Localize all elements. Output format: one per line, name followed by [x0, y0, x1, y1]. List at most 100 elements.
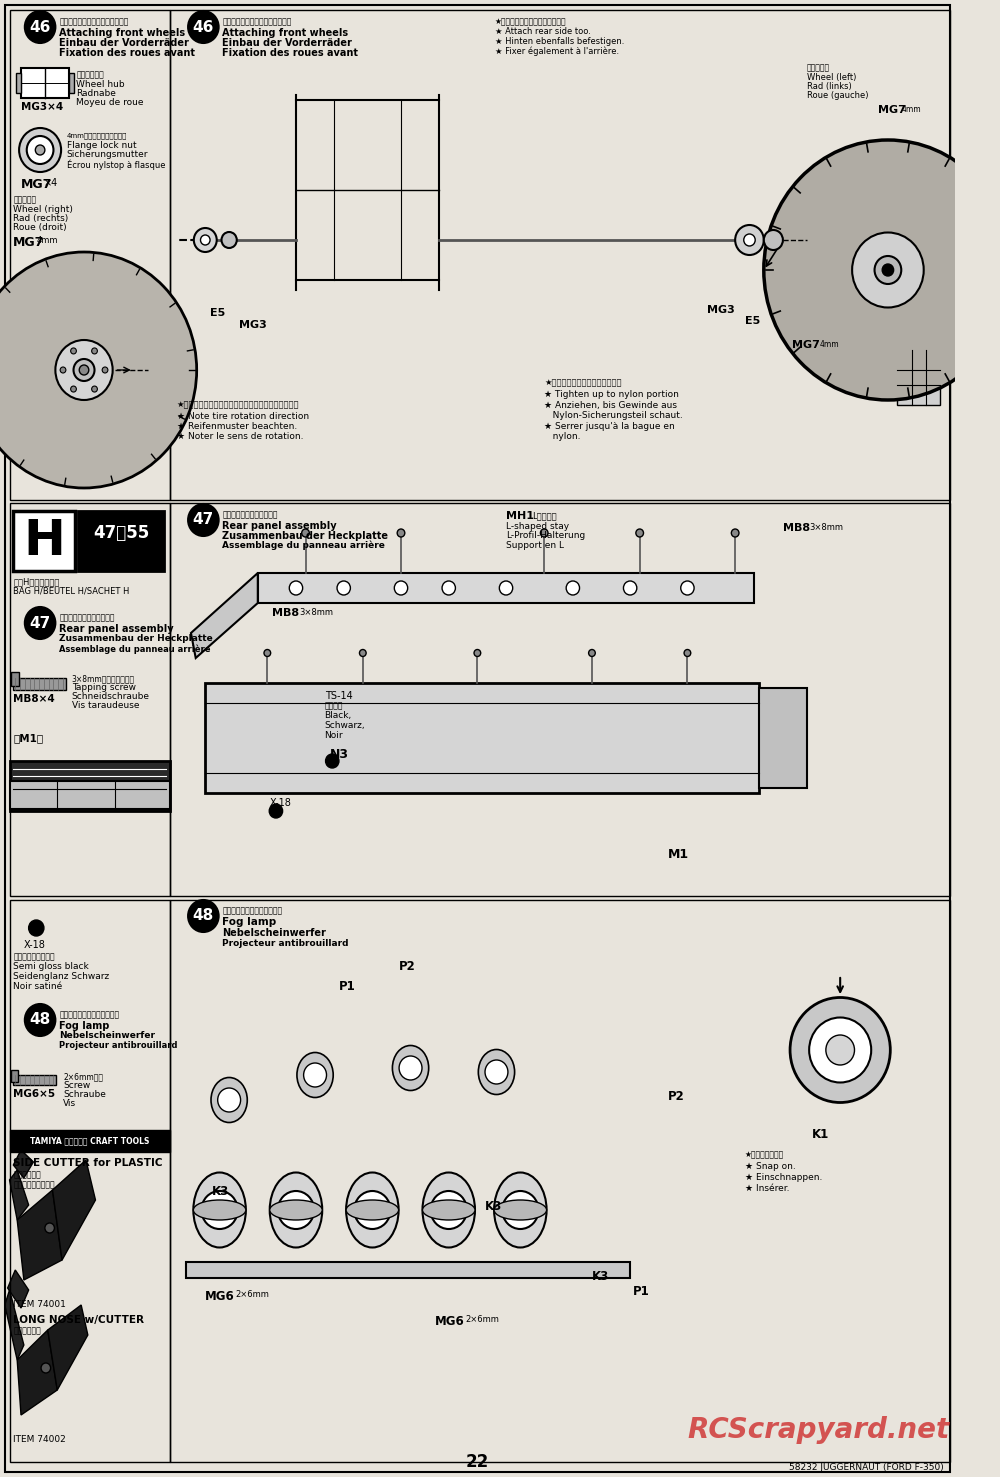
- Text: TAMIYA 正クラフト CRAFT TOOLS: TAMIYA 正クラフト CRAFT TOOLS: [30, 1136, 149, 1146]
- Circle shape: [359, 650, 366, 656]
- Text: Wheel (right): Wheel (right): [13, 205, 73, 214]
- Text: X-18: X-18: [24, 939, 46, 950]
- Bar: [21, 68, 69, 97]
- Bar: [16, 72, 21, 93]
- Text: Noir: Noir: [325, 731, 343, 740]
- Text: 〈リヤパネルのくみたて〉: 〈リヤパネルのくみたて〉: [222, 510, 278, 518]
- Text: ★ホイールの回転方向に注意してとりつけて下さい。: ★ホイールの回転方向に注意してとりつけて下さい。: [177, 400, 299, 409]
- Text: Rear panel assembly: Rear panel assembly: [59, 623, 174, 634]
- Text: セミクロスブラック: セミクロスブラック: [13, 953, 55, 962]
- Ellipse shape: [270, 1199, 322, 1220]
- Bar: [13, 511, 75, 572]
- Circle shape: [188, 504, 219, 536]
- Text: Fixation des roues avant: Fixation des roues avant: [59, 47, 195, 58]
- Bar: [10, 761, 170, 811]
- Text: Moyeu de roue: Moyeu de roue: [76, 97, 144, 106]
- Text: ★ Reifenmuster beachten.: ★ Reifenmuster beachten.: [177, 422, 297, 431]
- Text: ホイールハブ: ホイールハブ: [76, 69, 104, 78]
- Bar: [10, 504, 170, 897]
- Text: ITEM 74002: ITEM 74002: [13, 1436, 66, 1445]
- Circle shape: [45, 1223, 54, 1233]
- Polygon shape: [13, 1151, 33, 1179]
- Ellipse shape: [346, 1173, 399, 1248]
- Text: 47～55: 47～55: [93, 524, 149, 542]
- Circle shape: [188, 899, 219, 932]
- Text: L-shaped stay: L-shaped stay: [506, 521, 569, 532]
- Text: Schneidschraube: Schneidschraube: [72, 693, 150, 702]
- Text: MG7: MG7: [21, 179, 52, 191]
- Text: K3: K3: [485, 1199, 502, 1213]
- Text: SIDE CUTTER for PLASTIC: SIDE CUTTER for PLASTIC: [13, 1158, 163, 1168]
- Text: Black,: Black,: [325, 710, 352, 719]
- Ellipse shape: [297, 1053, 333, 1097]
- Text: Assemblage du panneau arrière: Assemblage du panneau arrière: [222, 541, 385, 551]
- Text: 3×8mm: 3×8mm: [810, 523, 844, 532]
- Ellipse shape: [623, 580, 637, 595]
- Circle shape: [222, 232, 237, 248]
- Circle shape: [60, 366, 66, 374]
- Text: Roue (droit): Roue (droit): [13, 223, 67, 232]
- Ellipse shape: [289, 580, 303, 595]
- Text: 2×6mm: 2×6mm: [236, 1289, 270, 1298]
- Text: MG6×5: MG6×5: [13, 1089, 55, 1099]
- Ellipse shape: [354, 1190, 390, 1229]
- Bar: [258, 573, 754, 603]
- Text: Assemblage du panneau arrière: Assemblage du panneau arrière: [59, 644, 211, 653]
- Circle shape: [731, 529, 739, 538]
- Text: MG3: MG3: [239, 321, 266, 329]
- Bar: [759, 688, 807, 789]
- Polygon shape: [17, 1190, 62, 1281]
- Ellipse shape: [270, 1173, 322, 1248]
- Circle shape: [29, 920, 44, 936]
- Text: P2: P2: [399, 960, 416, 973]
- Text: X-18: X-18: [269, 798, 291, 808]
- Bar: [13, 678, 66, 690]
- Ellipse shape: [399, 1056, 422, 1080]
- Bar: [11, 672, 19, 685]
- Text: ブラック: ブラック: [325, 702, 343, 710]
- Text: Zusammenbau der Heckplatte: Zusammenbau der Heckplatte: [222, 532, 388, 541]
- Circle shape: [200, 235, 210, 245]
- Text: Vis taraudeuse: Vis taraudeuse: [72, 702, 139, 710]
- Circle shape: [882, 264, 894, 276]
- Circle shape: [25, 607, 55, 640]
- Text: 46: 46: [193, 19, 214, 34]
- Text: nylon.: nylon.: [544, 431, 581, 442]
- Circle shape: [269, 803, 283, 818]
- Text: Fixation des roues avant: Fixation des roues avant: [222, 47, 358, 58]
- Text: ★ Hinten ebenfalls befestigen.: ★ Hinten ebenfalls befestigen.: [495, 37, 624, 46]
- Text: Rad (rechts): Rad (rechts): [13, 214, 69, 223]
- Bar: [186, 1261, 630, 1278]
- Text: MG7: MG7: [13, 236, 45, 250]
- Ellipse shape: [499, 580, 513, 595]
- Ellipse shape: [394, 580, 408, 595]
- Ellipse shape: [826, 1035, 855, 1065]
- Text: Projecteur antibrouillard: Projecteur antibrouillard: [222, 939, 349, 948]
- Text: ★ Noter le sens de rotation.: ★ Noter le sens de rotation.: [177, 431, 303, 442]
- Text: ×4: ×4: [44, 179, 58, 188]
- Circle shape: [71, 385, 76, 391]
- Circle shape: [79, 365, 89, 375]
- Polygon shape: [17, 1329, 57, 1415]
- Circle shape: [302, 529, 309, 538]
- Text: RCScrapyard.net: RCScrapyard.net: [687, 1416, 950, 1445]
- Circle shape: [188, 10, 219, 43]
- Ellipse shape: [193, 1173, 246, 1248]
- Text: 袋詰Hを使用します: 袋詰Hを使用します: [13, 578, 60, 586]
- Text: ★ Insérer.: ★ Insérer.: [745, 1185, 789, 1193]
- Text: K3: K3: [592, 1270, 609, 1284]
- Text: 4mm: 4mm: [36, 236, 58, 245]
- Bar: [897, 350, 940, 405]
- Text: 58232 JUGGERNAUT (FORD F-350): 58232 JUGGERNAUT (FORD F-350): [789, 1464, 943, 1473]
- Ellipse shape: [764, 140, 1000, 400]
- Text: L-Profil-Halterung: L-Profil-Halterung: [506, 532, 585, 541]
- Text: 左ホイール: 左ホイール: [807, 64, 830, 72]
- Ellipse shape: [211, 1078, 247, 1123]
- Text: Fog lamp: Fog lamp: [222, 917, 277, 928]
- Text: Zusammenbau der Heckplatte: Zusammenbau der Heckplatte: [59, 634, 213, 642]
- Text: Fog lamp: Fog lamp: [59, 1021, 110, 1031]
- Text: （フロントホイールのとりつけ）: （フロントホイールのとりつけ）: [59, 18, 129, 27]
- Text: K3: K3: [212, 1185, 229, 1198]
- Ellipse shape: [337, 580, 350, 595]
- Bar: [170, 10, 950, 501]
